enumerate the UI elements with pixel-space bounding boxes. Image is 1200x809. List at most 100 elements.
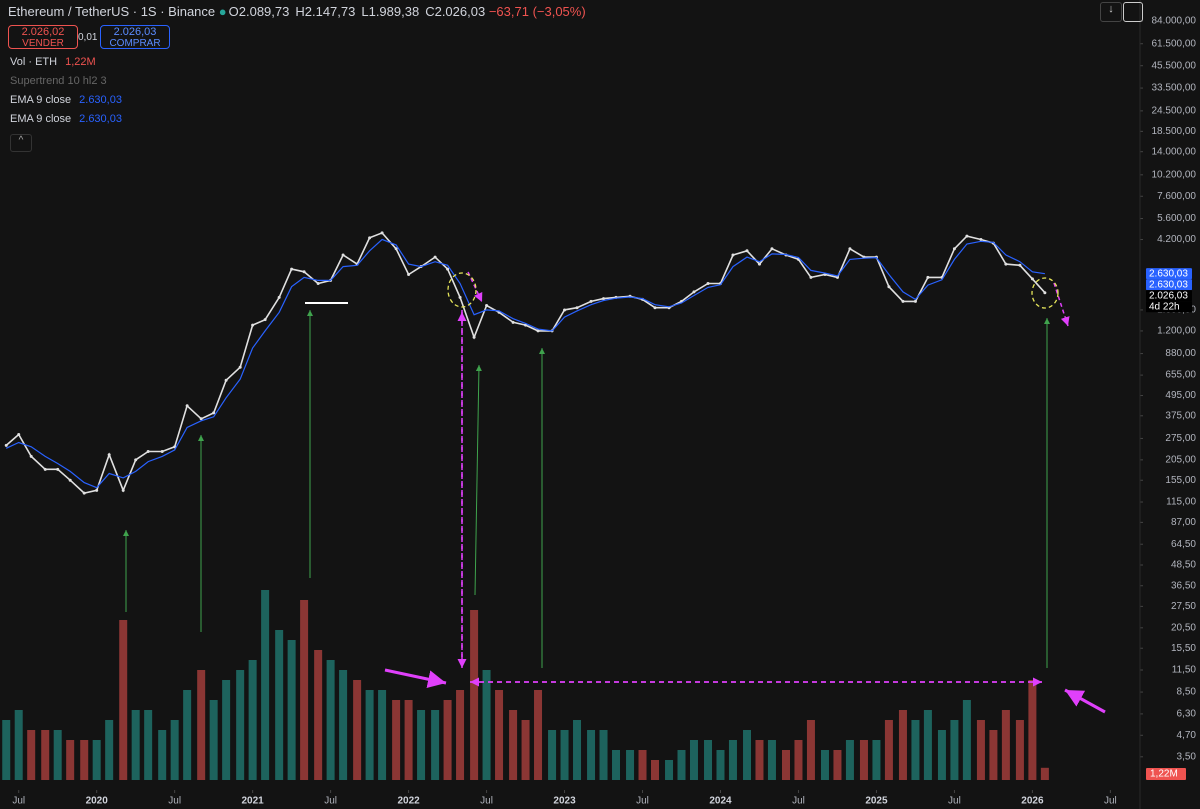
volume-bar — [728, 740, 737, 780]
y-tick-label: 10.200,00 — [1152, 169, 1197, 180]
price-point — [835, 275, 839, 279]
x-tick-label: Jul — [168, 796, 181, 807]
price-point — [926, 275, 930, 279]
volume-bar — [1040, 767, 1049, 780]
price-point — [43, 467, 47, 471]
volume-bar — [287, 640, 296, 780]
ema-line — [5, 238, 1045, 489]
annotation-circle — [1031, 277, 1059, 309]
volume-bar — [859, 740, 868, 780]
volume-bar — [898, 710, 907, 780]
volume-bar — [300, 600, 309, 780]
y-tick-label: 5.600,00 — [1157, 213, 1196, 224]
volume-bar — [431, 710, 440, 780]
volume-bar — [1001, 710, 1010, 780]
price-point — [848, 247, 852, 251]
volume-bar — [456, 690, 465, 780]
x-tick-label: 2021 — [242, 796, 265, 807]
ohlc-value: 2.089,73 — [238, 4, 290, 19]
volume-bar — [806, 720, 815, 780]
price-tag — [1146, 279, 1192, 291]
volume-bar — [261, 590, 270, 780]
volume-bar — [170, 720, 179, 780]
volume-bar — [962, 700, 971, 780]
volume-bar — [743, 730, 752, 780]
price-point — [394, 247, 398, 251]
volume-bar — [704, 740, 713, 780]
sell-button[interactable]: 2.026,02 VENDER — [8, 25, 78, 49]
change: −63,71 (−3,05%) — [488, 4, 586, 19]
volume-bar — [222, 680, 231, 780]
ohlc-key: L — [361, 4, 369, 19]
price-tag-label: 2.026,03 — [1149, 290, 1188, 301]
volume-bar — [923, 710, 932, 780]
symbol[interactable]: Ethereum / TetherUS · 1S · Binance — [8, 4, 216, 19]
symbol-info: Ethereum / TetherUS · 1S · Binance ● O2.0… — [8, 4, 586, 19]
price-point — [368, 236, 372, 240]
collapse-button[interactable]: ^ — [10, 134, 32, 152]
price-point — [29, 454, 33, 458]
volume-bar — [470, 610, 479, 780]
volume-bar — [119, 620, 128, 780]
volume-bar — [820, 750, 829, 780]
volume-bar — [53, 730, 62, 780]
y-tick-label: 205,00 — [1165, 454, 1196, 465]
download-button[interactable]: ↓ — [1100, 2, 1122, 22]
y-tick-label: 20,50 — [1171, 622, 1196, 633]
volume-bar — [197, 670, 206, 780]
volume-bar — [950, 720, 959, 780]
volume-bar — [833, 750, 842, 780]
price-point — [757, 262, 761, 266]
x-tick-label: Jul — [636, 796, 649, 807]
volume-bar — [314, 650, 323, 780]
volume-bar — [353, 680, 362, 780]
volume-bar — [638, 750, 647, 780]
price-point — [1004, 262, 1008, 266]
price-point — [485, 304, 489, 308]
price-tag — [1146, 290, 1192, 302]
y-tick-label: 375,00 — [1165, 410, 1196, 421]
fullscreen-button[interactable] — [1123, 2, 1143, 22]
volume-bar — [872, 740, 881, 780]
volume-bar — [209, 700, 218, 780]
volume-bar — [521, 720, 530, 780]
price-point — [979, 238, 983, 242]
price-point — [458, 295, 462, 299]
volume-bar — [755, 740, 764, 780]
volume-bar — [665, 760, 674, 780]
spread: 0,01 — [78, 32, 98, 43]
status-dot: ● — [218, 4, 227, 19]
price-point — [575, 306, 579, 310]
volume-bar — [937, 730, 946, 780]
price-point — [56, 467, 60, 471]
volume-bar — [326, 660, 335, 780]
countdown: 4d 22h — [1149, 301, 1180, 312]
price-point — [380, 231, 384, 235]
buy-button[interactable]: 2.026,03 COMPRAR — [100, 25, 170, 49]
price-point — [589, 299, 593, 303]
price-point — [952, 247, 956, 251]
x-tick-label: Jul — [480, 796, 493, 807]
indicator: EMA 9 close 2.630,03 — [10, 113, 122, 125]
volume-bar — [794, 740, 803, 780]
y-tick-label: 48,50 — [1171, 560, 1196, 571]
price-point — [731, 253, 735, 257]
indicator: Supertrend 10 hl2 3 — [10, 75, 107, 87]
price-point — [1030, 277, 1034, 281]
volume-tag-label: 1,22M — [1150, 769, 1178, 780]
ohlc-value: 1.989,38 — [368, 4, 420, 19]
volume-bar — [599, 730, 608, 780]
volume-bar — [781, 750, 790, 780]
price-point — [160, 449, 164, 453]
price-point — [913, 299, 917, 303]
volume-bar — [689, 740, 698, 780]
volume-bar — [548, 730, 557, 780]
ohlc-value: 2.147,73 — [304, 4, 356, 19]
y-tick-label: 8,50 — [1177, 687, 1197, 698]
volume-bar — [66, 740, 75, 780]
volume-bar — [989, 730, 998, 780]
y-tick-label: 115,00 — [1166, 497, 1196, 508]
x-tick-label: Jul — [324, 796, 337, 807]
price-point — [602, 297, 606, 301]
